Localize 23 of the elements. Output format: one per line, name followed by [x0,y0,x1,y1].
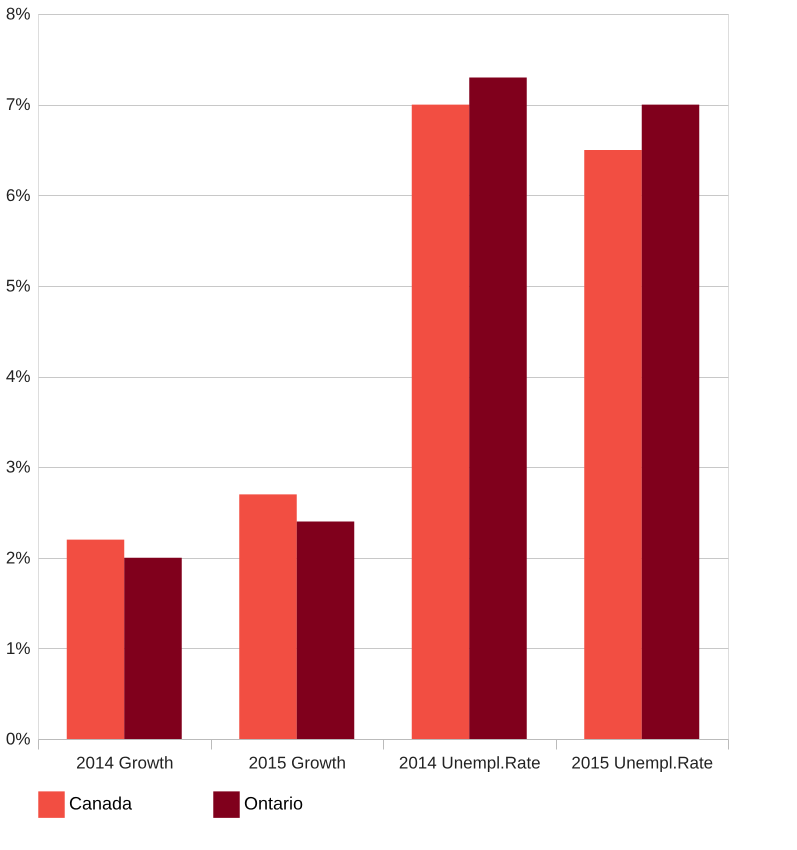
bar [584,150,642,739]
y-tick-label: 8% [6,4,30,24]
x-tick-label: 2015 Unempl.Rate [571,754,714,772]
y-tick-label: 4% [6,367,30,386]
legend-label: Canada [69,794,134,814]
y-tick-label: 1% [6,638,30,658]
x-tick-label: 2014 Growth [76,754,174,772]
y-tick-label: 7% [6,95,30,114]
x-tick-label: 2014 Unempl.Rate [398,754,541,772]
y-tick-label: 3% [6,458,30,477]
y-tick-label: 6% [6,186,30,205]
bar [469,77,527,739]
bar [412,104,470,739]
y-tick-label: 2% [6,548,30,568]
bar [296,522,354,739]
y-tick-label: 0% [6,730,30,748]
y-tick-label: 5% [6,276,30,296]
bar [66,540,124,739]
legend-label: Ontario [244,794,304,814]
bar [642,104,700,739]
bar [124,558,182,739]
x-tick-label: 2015 Growth [248,754,346,772]
bar [239,494,297,739]
